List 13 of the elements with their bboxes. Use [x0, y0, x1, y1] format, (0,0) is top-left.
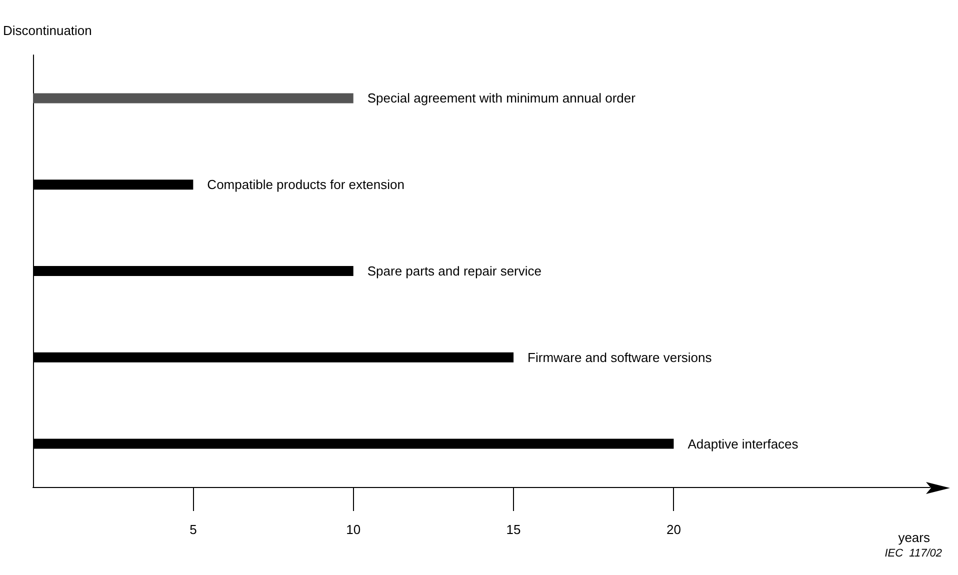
y-tick-label: Adaptive interfaces — [688, 436, 799, 452]
text: IEC 117/02 — [884, 548, 942, 560]
x-tick-label: 20 — [666, 522, 681, 537]
x-tick-label: 5 — [190, 522, 197, 537]
y-tick-label: Spare parts and repair service — [367, 264, 542, 278]
y-tick-label: Compatible products for extension — [207, 177, 404, 192]
y-tick-label: Special agreement with minimum annual order — [367, 90, 636, 106]
x-tick-label: 15 — [506, 522, 521, 537]
y-tick-label: Firmware and software versions — [528, 350, 712, 365]
x-axis-title: years — [898, 530, 930, 545]
bar — [33, 93, 354, 104]
x-tick-label: 10 — [346, 522, 361, 537]
y-axis-title: Discontinuation — [3, 23, 92, 38]
